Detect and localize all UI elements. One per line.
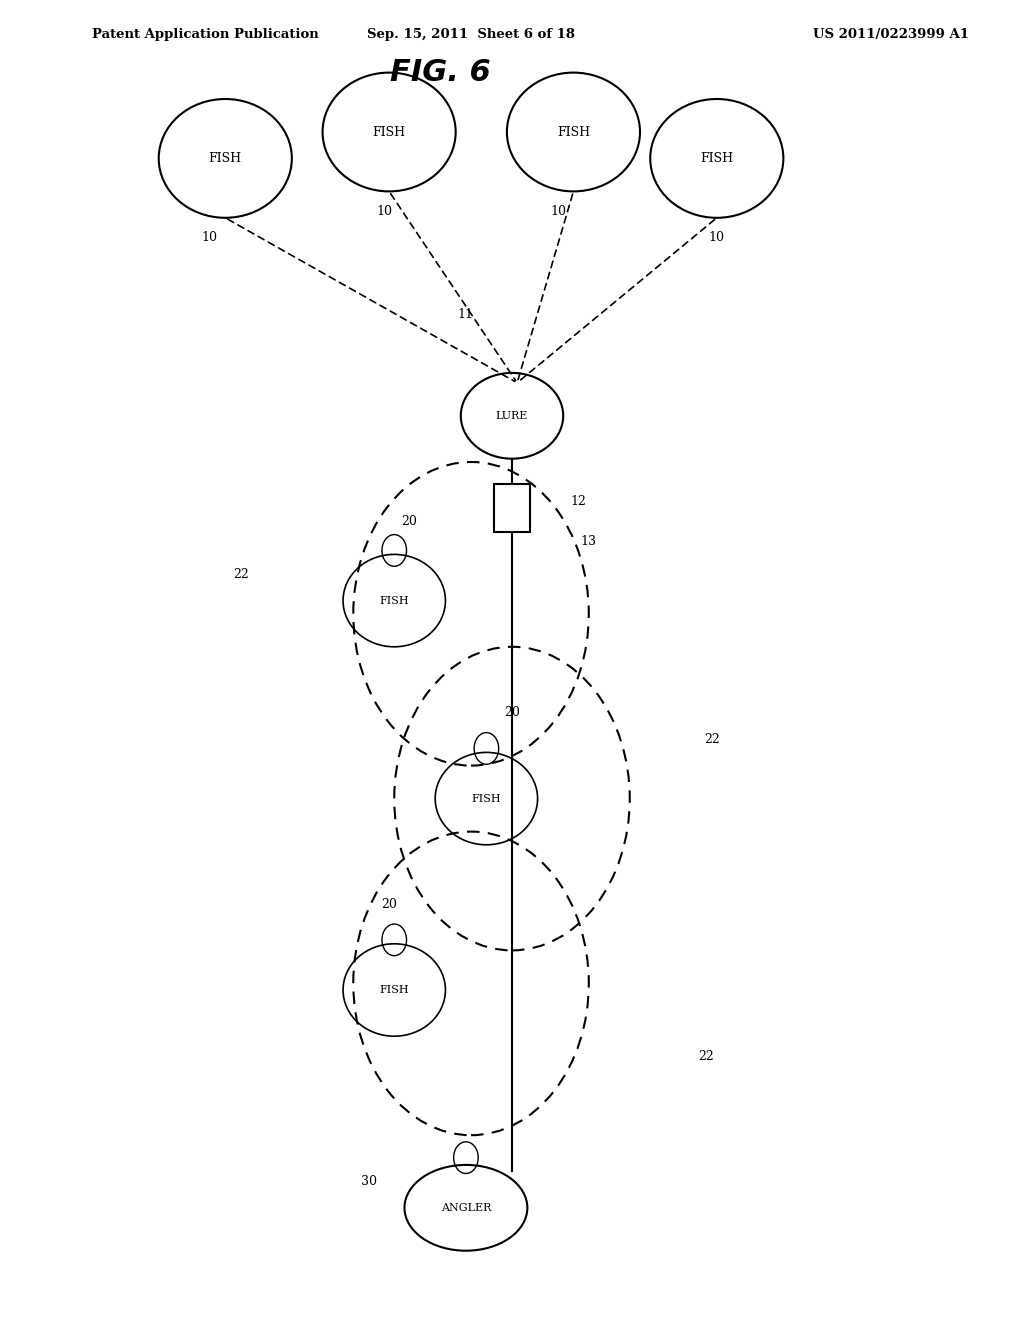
Text: 20: 20 bbox=[401, 515, 418, 528]
Text: US 2011/0223999 A1: US 2011/0223999 A1 bbox=[813, 28, 969, 41]
Text: 12: 12 bbox=[570, 495, 587, 508]
Text: FISH: FISH bbox=[209, 152, 242, 165]
Text: LURE: LURE bbox=[496, 411, 528, 421]
Text: 10: 10 bbox=[376, 205, 392, 218]
Text: FISH: FISH bbox=[557, 125, 590, 139]
Text: 10: 10 bbox=[202, 231, 218, 244]
Text: FIG. 6: FIG. 6 bbox=[390, 58, 490, 87]
Text: FISH: FISH bbox=[380, 985, 409, 995]
Text: Sep. 15, 2011  Sheet 6 of 18: Sep. 15, 2011 Sheet 6 of 18 bbox=[367, 28, 575, 41]
Text: FISH: FISH bbox=[472, 793, 501, 804]
Text: 10: 10 bbox=[709, 231, 725, 244]
Text: 30: 30 bbox=[360, 1175, 377, 1188]
Text: 22: 22 bbox=[698, 1049, 715, 1063]
Text: FISH: FISH bbox=[373, 125, 406, 139]
Text: 11: 11 bbox=[458, 308, 474, 321]
Text: 20: 20 bbox=[504, 706, 520, 719]
Text: 13: 13 bbox=[581, 535, 597, 548]
Text: ANGLER: ANGLER bbox=[440, 1203, 492, 1213]
Text: 22: 22 bbox=[703, 733, 720, 746]
Text: 10: 10 bbox=[550, 205, 566, 218]
Text: Patent Application Publication: Patent Application Publication bbox=[92, 28, 318, 41]
Text: 22: 22 bbox=[232, 568, 249, 581]
Text: FISH: FISH bbox=[380, 595, 409, 606]
Text: 20: 20 bbox=[381, 898, 397, 911]
Text: FISH: FISH bbox=[700, 152, 733, 165]
